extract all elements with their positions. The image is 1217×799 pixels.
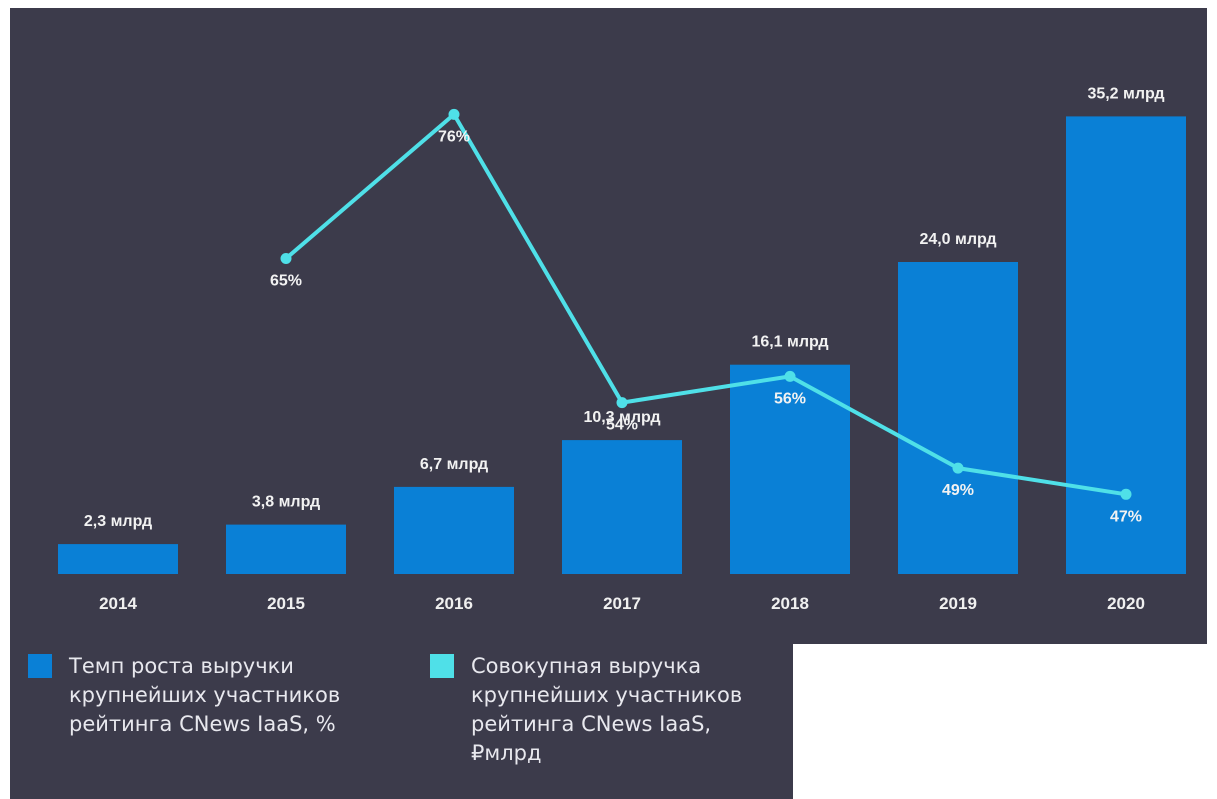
bar-2016 [394, 486, 514, 574]
legend: Темп роста выручки крупнейших участников… [10, 644, 793, 799]
line-value-label-2017: 54% [606, 417, 638, 434]
x-tick-2019: 2019 [939, 594, 977, 613]
legend-swatch-blue [28, 654, 52, 678]
bar-2019 [898, 262, 1018, 574]
x-tick-2017: 2017 [603, 594, 641, 613]
bar-value-label-2014: 2,3 млрд [84, 513, 152, 530]
line-point-2015 [280, 253, 292, 264]
line-value-label-2020: 47% [1110, 508, 1142, 525]
x-tick-2014: 2014 [99, 594, 137, 613]
bar-2014 [58, 544, 178, 574]
line-value-label-2018: 56% [774, 390, 806, 407]
line-point-2019 [952, 462, 964, 474]
legend-item-total-revenue: Совокупная выручка крупнейших участников… [430, 652, 780, 768]
legend-swatch-cyan [430, 654, 454, 678]
line-value-label-2019: 49% [942, 482, 974, 499]
line-point-2016 [448, 108, 460, 120]
x-tick-2018: 2018 [771, 594, 809, 613]
bar-value-label-2017: 10,3 млрд [583, 409, 660, 426]
x-tick-2016: 2016 [435, 594, 473, 613]
line-point-2020 [1120, 488, 1132, 500]
line-point-2018 [784, 370, 796, 382]
bar-value-label-2018: 16,1 млрд [751, 334, 828, 351]
bar-value-label-2019: 24,0 млрд [919, 231, 996, 248]
bar-value-label-2015: 3,8 млрд [252, 494, 320, 511]
legend-item-revenue-growth: Темп роста выручки крупнейших участников… [28, 652, 388, 739]
bar-value-label-2020: 35,2 млрд [1087, 85, 1164, 102]
line-series-growth [284, 112, 1127, 497]
bar-2020 [1066, 116, 1186, 575]
x-tick-2015: 2015 [267, 594, 305, 613]
chart-panel: 2,3 млрд 3,8 млрд 6,7 млрд 10,3 млрд 16,1 мл… [10, 8, 1207, 644]
line-value-label-2015: 65% [270, 273, 302, 290]
chart-plot: 2,3 млрд 3,8 млрд 6,7 млрд 10,3 млрд 16,1 мл… [58, 85, 1186, 613]
bar-2015 [226, 524, 346, 574]
x-tick-2020: 2020 [1107, 594, 1145, 613]
legend-label-revenue-growth: Темп роста выручки крупнейших участников… [69, 654, 341, 736]
legend-label-total-revenue: Совокупная выручка крупнейших участников… [471, 654, 743, 765]
bar-value-label-2016: 6,7 млрд [420, 456, 488, 473]
bar-2017 [562, 440, 682, 574]
line-value-label-2016: 76% [438, 128, 470, 145]
line-point-2017 [616, 397, 628, 409]
